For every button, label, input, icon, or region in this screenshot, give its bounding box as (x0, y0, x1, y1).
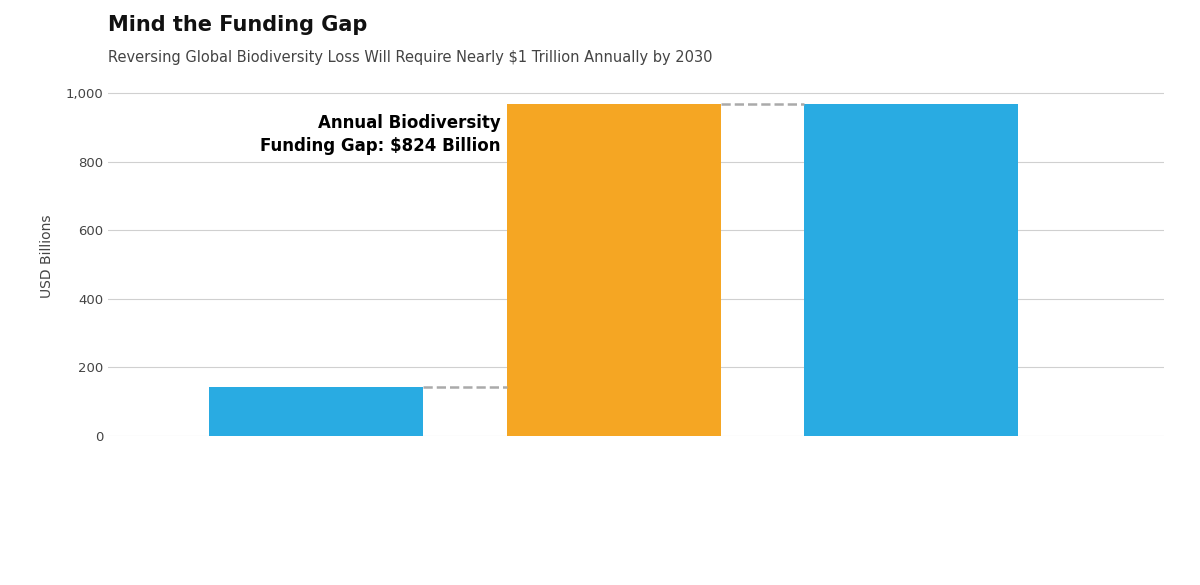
Bar (804, 105, 1019, 436)
Y-axis label: USD Billions: USD Billions (41, 214, 54, 298)
Text: Reversing Global Biodiversity Loss Will Require Nearly $1 Trillion Annually by 2: Reversing Global Biodiversity Loss Will … (108, 50, 713, 65)
Text: Annual Global Biodiversity
Conservation Financing
in 2019: Annual Global Biodiversity Conservation … (224, 483, 408, 541)
Text: Annual Biodiversity
Funding Gap: $824 Billion: Annual Biodiversity Funding Gap: $824 Bi… (260, 113, 500, 156)
Text: Annual Global Biodiversity
Conservation Financing Needs
by 2030: Annual Global Biodiversity Conservation … (806, 483, 1016, 541)
Bar (209, 387, 424, 436)
Bar (506, 105, 721, 436)
Text: Mind the Funding Gap: Mind the Funding Gap (108, 15, 367, 35)
